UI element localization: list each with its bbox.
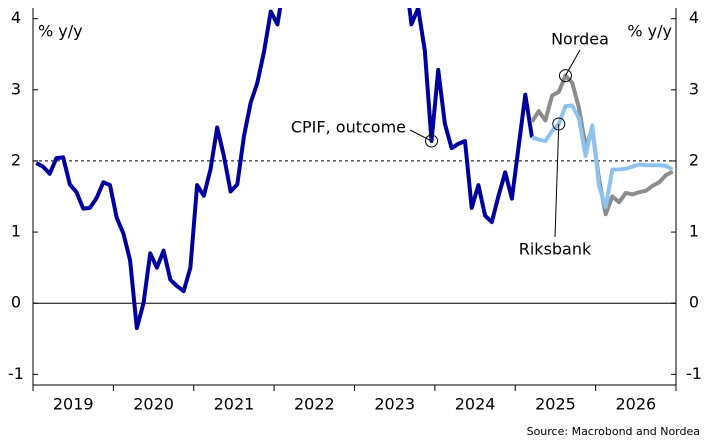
left-axis-label: % y/y [38,22,83,41]
x-tick-label: 2026 [615,395,656,414]
point-marker [558,69,572,83]
x-tick-label: 2023 [374,395,415,414]
x-tick-label: 2022 [294,395,335,414]
y-tick-label: 4 [11,8,21,27]
plot-area [35,8,674,331]
x-tick-label: 2021 [214,395,255,414]
y-tick-label: 3 [11,79,21,98]
x-tick-label: 2025 [535,395,576,414]
series-line [35,8,534,331]
y2-tick-label: 4 [689,8,699,27]
leader-line [565,49,581,76]
x-tick-label: 2024 [455,395,496,414]
y2-tick-label: 3 [689,79,699,98]
point-marker [425,134,439,148]
y2-tick-label: -1 [686,364,702,383]
x-tick-label: 2019 [53,395,94,414]
x-tick-label: 2020 [133,395,174,414]
leader-line [409,129,432,142]
annotation: CPIF, outcome [291,118,406,137]
annotation: Nordea [551,30,609,49]
y2-tick-label: 0 [689,293,699,312]
y-tick-label: 0 [11,293,21,312]
source: Source: Macrobond and Nordea [527,425,700,438]
leader-line [554,123,560,238]
y-tick-label: -1 [8,364,24,383]
y2-tick-label: 2 [689,150,699,169]
series-line [531,103,674,210]
y2-tick-label: 1 [689,222,699,241]
y-tick-label: 2 [11,150,21,169]
annotation: Riksbank [519,240,592,259]
y-tick-label: 1 [11,222,21,241]
right-axis-label: % y/y [627,22,672,41]
point-marker [552,117,566,131]
